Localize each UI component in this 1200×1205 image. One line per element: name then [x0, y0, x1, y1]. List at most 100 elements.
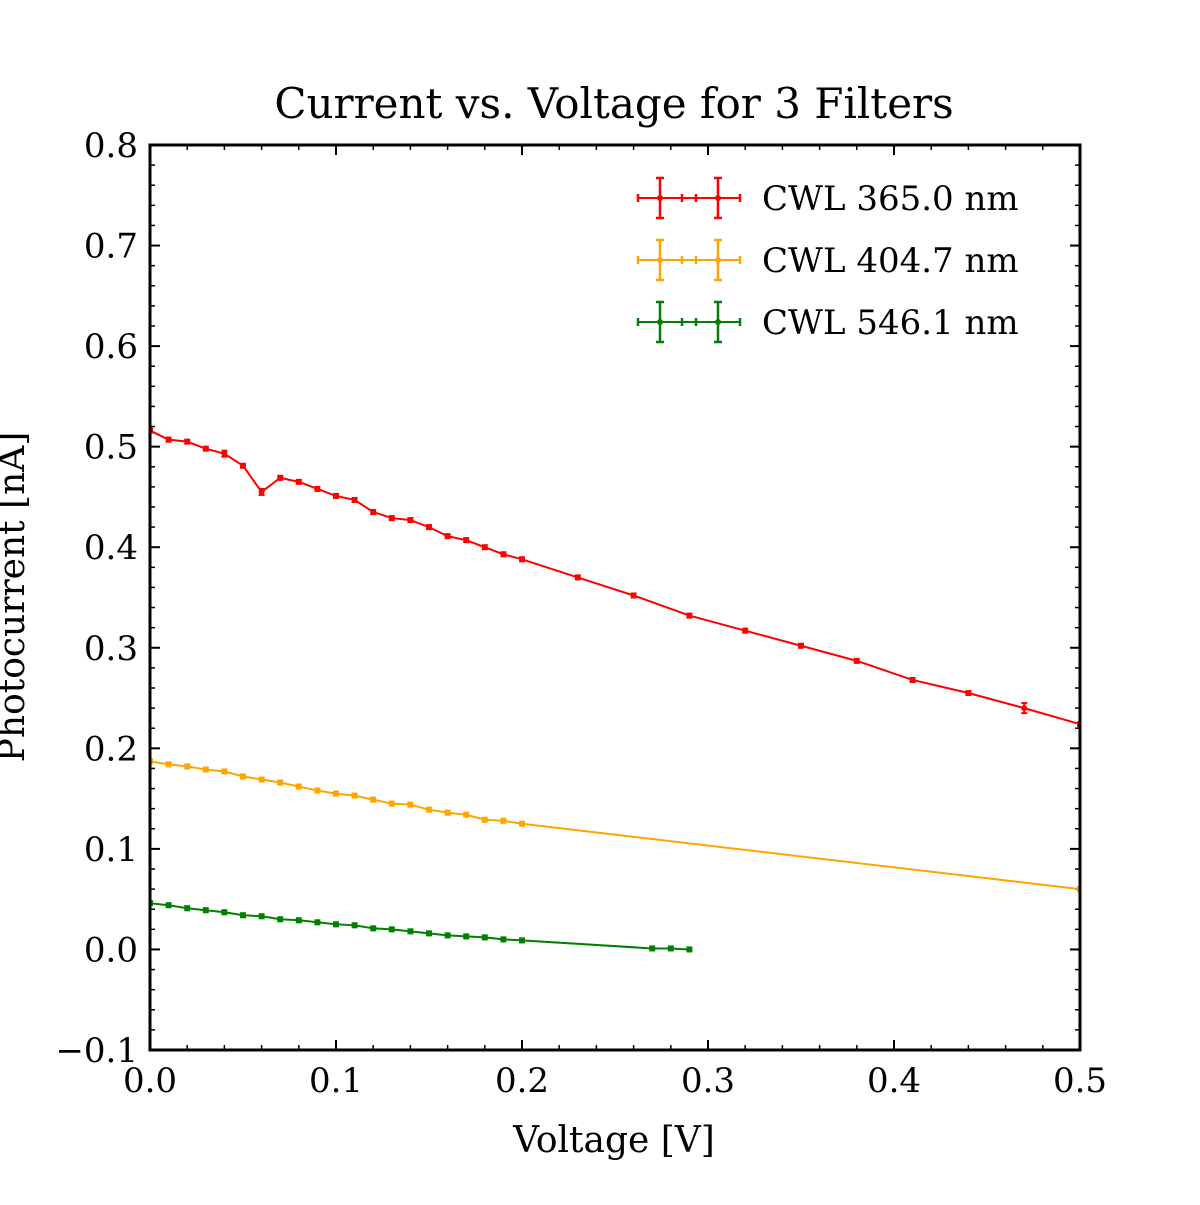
data-point [221, 909, 228, 916]
data-point [407, 801, 414, 808]
data-point [314, 919, 321, 926]
data-point [388, 800, 395, 807]
y-tick-label: 0.3 [84, 629, 138, 669]
data-point [184, 438, 191, 445]
data-point [221, 768, 228, 775]
data-point [742, 627, 749, 634]
data-point [463, 933, 470, 940]
data-point [965, 690, 972, 697]
data-point [351, 922, 358, 929]
data-point [426, 930, 432, 937]
data-point [388, 515, 395, 522]
legend-label: CWL 546.1 nm [762, 303, 1019, 343]
x-tick-label: 0.5 [1053, 1061, 1107, 1101]
data-point [407, 928, 414, 935]
data-point [370, 925, 377, 932]
data-point [519, 937, 525, 944]
plot-frame [148, 143, 1082, 1052]
y-tick-label: −0.1 [55, 1031, 138, 1071]
data-point [295, 917, 302, 924]
y-tick-label: 0.7 [84, 227, 138, 267]
data-point [314, 787, 321, 794]
data-point [202, 445, 209, 452]
data-point [500, 936, 507, 943]
data-point [184, 905, 191, 912]
y-tick-label: 0.6 [84, 327, 138, 367]
legend: CWL 365.0 nm CWL 404.7 nm CWL 546.1 nm [636, 176, 1019, 344]
data-point [667, 945, 674, 952]
data-point [333, 790, 339, 797]
data-point [481, 544, 488, 551]
data-point [333, 492, 339, 499]
x-axis-label: Voltage [V] [512, 1120, 715, 1161]
legend-marker [657, 195, 663, 201]
data-point [630, 592, 637, 599]
data-point [370, 509, 377, 516]
x-tick-label: 0.1 [309, 1061, 363, 1101]
plot-area: 0.0 0.1 0.2 0.3 0.4 0.5−0.10.00.10.20.30.40.5… [55, 126, 1107, 1101]
data-point [240, 462, 246, 469]
data-point [277, 474, 284, 481]
x-tick-label: 0.0 [123, 1061, 177, 1101]
data-point [481, 934, 488, 941]
data-point [295, 478, 302, 485]
legend-marker [657, 257, 663, 263]
y-tick-label: 0.0 [84, 930, 138, 970]
data-point [333, 921, 339, 928]
data-point [798, 642, 804, 649]
series-2 [150, 758, 1080, 893]
y-tick-label: 0.5 [84, 428, 138, 468]
data-point [407, 517, 414, 524]
data-point [686, 612, 693, 619]
data-point [277, 779, 284, 786]
data-point [221, 450, 228, 457]
data-point [444, 932, 451, 939]
legend-marker [657, 319, 663, 325]
legend-label: CWL 404.7 nm [762, 241, 1019, 281]
data-point [258, 776, 265, 783]
series-line [150, 760, 1080, 891]
data-point [388, 926, 395, 933]
data-point [481, 816, 488, 823]
data-point [500, 817, 507, 824]
series-3 [150, 900, 693, 953]
legend-entry-3: CWL 546.1 nm [636, 300, 1019, 344]
legend-entry-1: CWL 365.0 nm [636, 176, 1019, 220]
data-point [426, 524, 432, 531]
data-point [463, 537, 470, 544]
x-tick-label: 0.4 [867, 1061, 921, 1101]
y-tick-label: 0.2 [84, 729, 138, 769]
y-axis-label: Photocurrent [nA] [0, 432, 33, 763]
data-point [240, 912, 246, 919]
data-point [444, 533, 451, 540]
data-point [184, 763, 191, 770]
data-point [519, 820, 525, 827]
data-point [519, 556, 525, 563]
data-point [295, 783, 302, 790]
data-point [351, 496, 358, 503]
data-point [444, 809, 451, 816]
data-point [258, 488, 265, 495]
data-point [165, 761, 172, 768]
data-point [1021, 705, 1028, 712]
legend-entry-2: CWL 404.7 nm [636, 238, 1019, 282]
data-point [463, 811, 470, 818]
legend-marker [715, 257, 721, 263]
data-point [165, 436, 172, 443]
series-1 [150, 427, 1080, 728]
data-point [277, 916, 284, 923]
data-point [574, 574, 581, 581]
data-point [500, 551, 507, 558]
data-point [853, 657, 860, 664]
data-point [351, 792, 358, 799]
chart-title: Current vs. Voltage for 3 Filters [274, 79, 953, 128]
data-point [314, 485, 321, 492]
legend-label: CWL 365.0 nm [762, 179, 1019, 219]
y-tick-label: 0.1 [84, 830, 138, 870]
data-point [202, 907, 209, 914]
y-tick-label: 0.4 [84, 528, 138, 568]
legend-marker [715, 195, 721, 201]
data-point [240, 773, 246, 780]
legend-marker [715, 319, 721, 325]
